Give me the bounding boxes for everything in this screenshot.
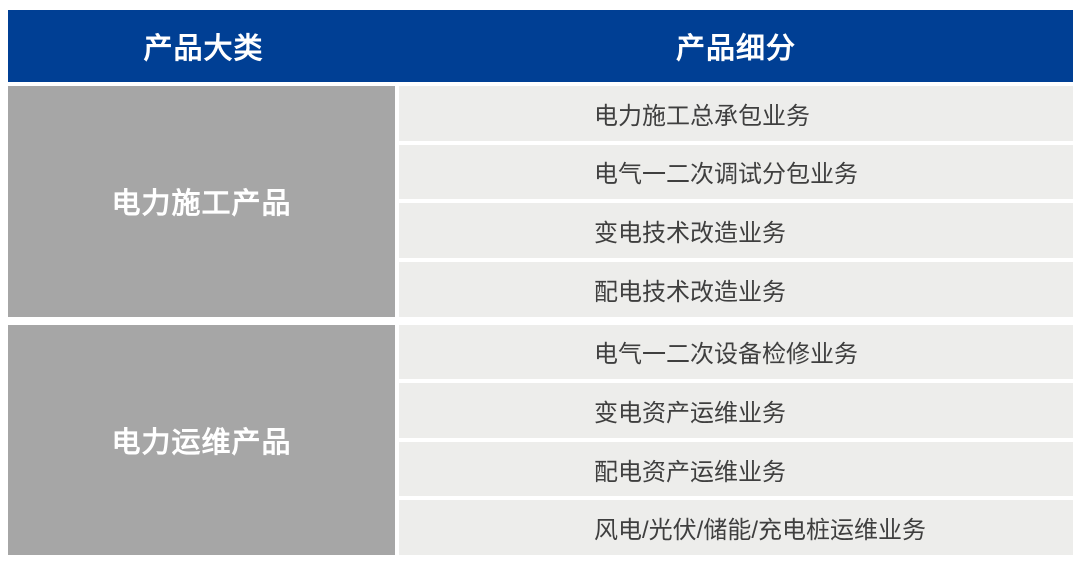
detail-row: 变电资产运维业务 bbox=[399, 383, 1073, 438]
header-cell-category: 产品大类 bbox=[143, 33, 264, 65]
detail-row: 配电资产运维业务 bbox=[399, 441, 1073, 497]
category-cell-operation: 电力运维产品 bbox=[8, 324, 395, 555]
header-cell-detail: 产品细分 bbox=[675, 33, 796, 65]
detail-row: 电气一二次调试分包业务 bbox=[399, 144, 1073, 200]
table-header-row: 产品大类 产品细分 bbox=[8, 10, 1073, 82]
category-cell-construction: 电力施工产品 bbox=[8, 86, 395, 317]
table-body: 电力施工产品 电力施工总承包业务 电气一二次调试分包业务 变电技术改造业务 配电… bbox=[8, 86, 1073, 555]
detail-row: 配电技术改造业务 bbox=[399, 261, 1073, 317]
detail-row: 变电技术改造业务 bbox=[399, 203, 1073, 258]
detail-row: 风电/光伏/储能/充电桩运维业务 bbox=[399, 500, 1073, 555]
detail-rows-operation: 电气一二次设备检修业务 变电资产运维业务 配电资产运维业务 风电/光伏/储能/充… bbox=[399, 324, 1073, 555]
detail-rows-construction: 电力施工总承包业务 电气一二次调试分包业务 变电技术改造业务 配电技术改造业务 bbox=[399, 86, 1073, 317]
detail-row: 电力施工总承包业务 bbox=[399, 86, 1073, 141]
product-category-table: 产品大类 产品细分 电力施工产品 电力施工总承包业务 电气一二次调试分包业务 变… bbox=[8, 10, 1073, 555]
detail-row: 电气一二次设备检修业务 bbox=[399, 324, 1073, 380]
group-power-operation: 电力运维产品 电气一二次设备检修业务 变电资产运维业务 配电资产运维业务 风电/… bbox=[8, 324, 1073, 555]
group-power-construction: 电力施工产品 电力施工总承包业务 电气一二次调试分包业务 变电技术改造业务 配电… bbox=[8, 86, 1073, 317]
